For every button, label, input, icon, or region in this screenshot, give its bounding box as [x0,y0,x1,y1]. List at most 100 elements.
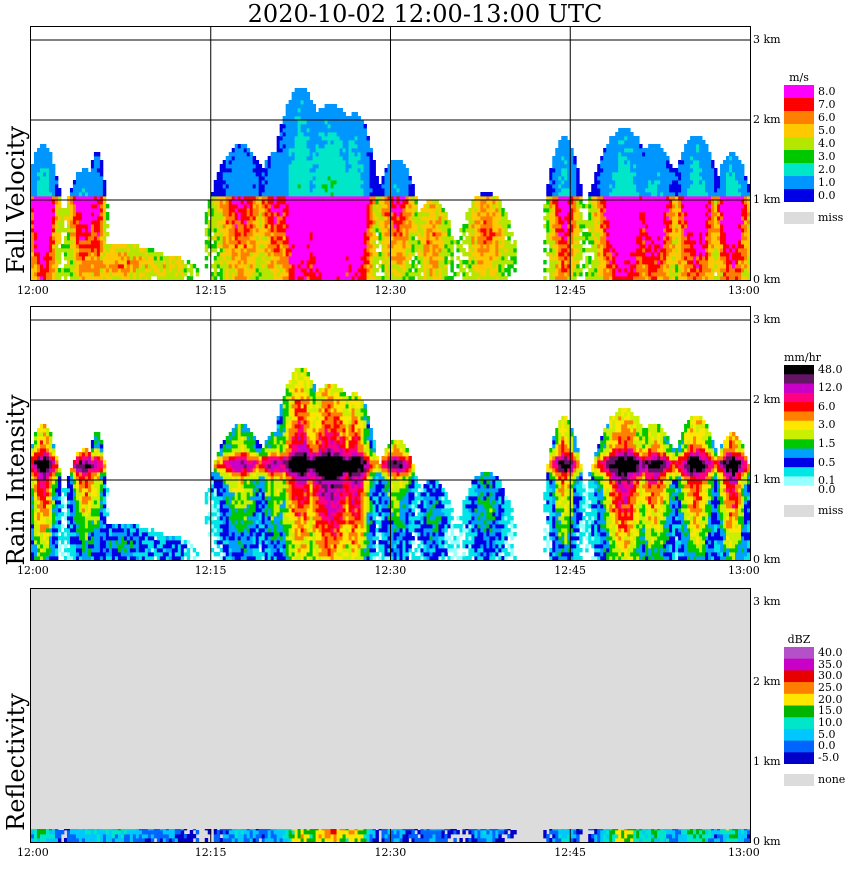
heat-cell [52,252,55,256]
heat-cell [361,236,364,240]
heat-cell [328,188,331,192]
heat-cell [295,224,298,228]
heat-cell [346,120,349,124]
heat-cell [367,276,370,280]
heat-cell [603,256,606,260]
heat-cell [423,272,426,276]
heat-cell [274,228,277,232]
heat-cell [46,268,49,272]
heat-cell [97,220,100,224]
heat-cell [573,252,576,256]
heat-cell [103,236,106,240]
heat-cell [301,264,304,268]
heat-cell [271,156,274,160]
heat-cell [235,248,238,252]
heat-cell [564,136,567,140]
heat-cell [268,212,271,216]
heat-cell [340,248,343,252]
heat-cell [624,152,627,156]
heat-cell [615,172,618,176]
heat-cell [615,272,618,276]
heat-cell [394,164,397,168]
heat-cell [570,216,573,220]
heat-cell [346,180,349,184]
heat-cell [370,164,373,168]
heat-cell [606,212,609,216]
heat-cell [67,236,70,240]
heat-cell [55,228,58,232]
heat-cell [247,232,250,236]
heat-cell [280,136,283,140]
heat-cell [94,228,97,232]
heat-cell [334,220,337,224]
heat-cell [564,252,567,256]
heat-cell [310,120,313,124]
heat-cell [483,236,486,240]
heat-cell [394,232,397,236]
heat-cell [73,220,76,224]
heat-cell [639,236,642,240]
heat-cell [639,252,642,256]
heat-cell [396,260,399,264]
heat-cell [277,208,280,212]
heat-cell [322,124,325,128]
heat-cell [343,204,346,208]
heat-cell [385,272,388,276]
heat-cell [292,176,295,180]
heat-cell [76,248,79,252]
heat-cell [304,188,307,192]
heat-cell [405,244,408,248]
heat-cell [594,192,597,196]
heat-cell [256,256,259,260]
heat-cell [340,268,343,272]
heat-cell [645,276,648,280]
heat-cell [169,264,172,268]
heat-cell [606,224,609,228]
heat-cell [85,272,88,276]
heat-cell [435,256,438,260]
heat-cell [621,184,624,188]
heat-cell [343,120,346,124]
heat-cell [618,148,621,152]
heat-cell [292,208,295,212]
heat-cell [642,268,645,272]
heat-cell [624,268,627,272]
heat-cell [573,172,576,176]
heat-cell [573,256,576,260]
heat-cell [615,188,618,192]
heat-cell [364,168,367,172]
heat-cell [561,276,564,280]
heat-cell [313,172,316,176]
heat-cell [391,200,394,204]
heat-cell [489,260,492,264]
heat-cell [298,240,301,244]
heat-cell [79,224,82,228]
heat-cell [148,252,151,256]
heat-cell [34,204,37,208]
heat-cell [295,124,298,128]
heat-cell [265,188,268,192]
heat-cell [588,240,591,244]
heat-cell [513,244,516,248]
heat-cell [283,200,286,204]
heat-cell [286,268,289,272]
heat-cell [591,216,594,220]
heat-cell [352,164,355,168]
heat-cell [468,276,471,280]
heat-cell [405,216,408,220]
heat-cell [462,248,465,252]
heat-cell [301,132,304,136]
heat-cell [85,216,88,220]
heat-cell [582,236,585,240]
heat-cell [61,220,64,224]
heat-cell [373,216,376,220]
heat-cell [606,188,609,192]
heat-cell [462,276,465,280]
heat-cell [70,240,73,244]
heat-cell [552,276,555,280]
heat-cell [256,180,259,184]
heat-cell [34,176,37,180]
heat-cell [100,236,103,240]
heat-cell [46,208,49,212]
heat-cell [343,112,346,116]
